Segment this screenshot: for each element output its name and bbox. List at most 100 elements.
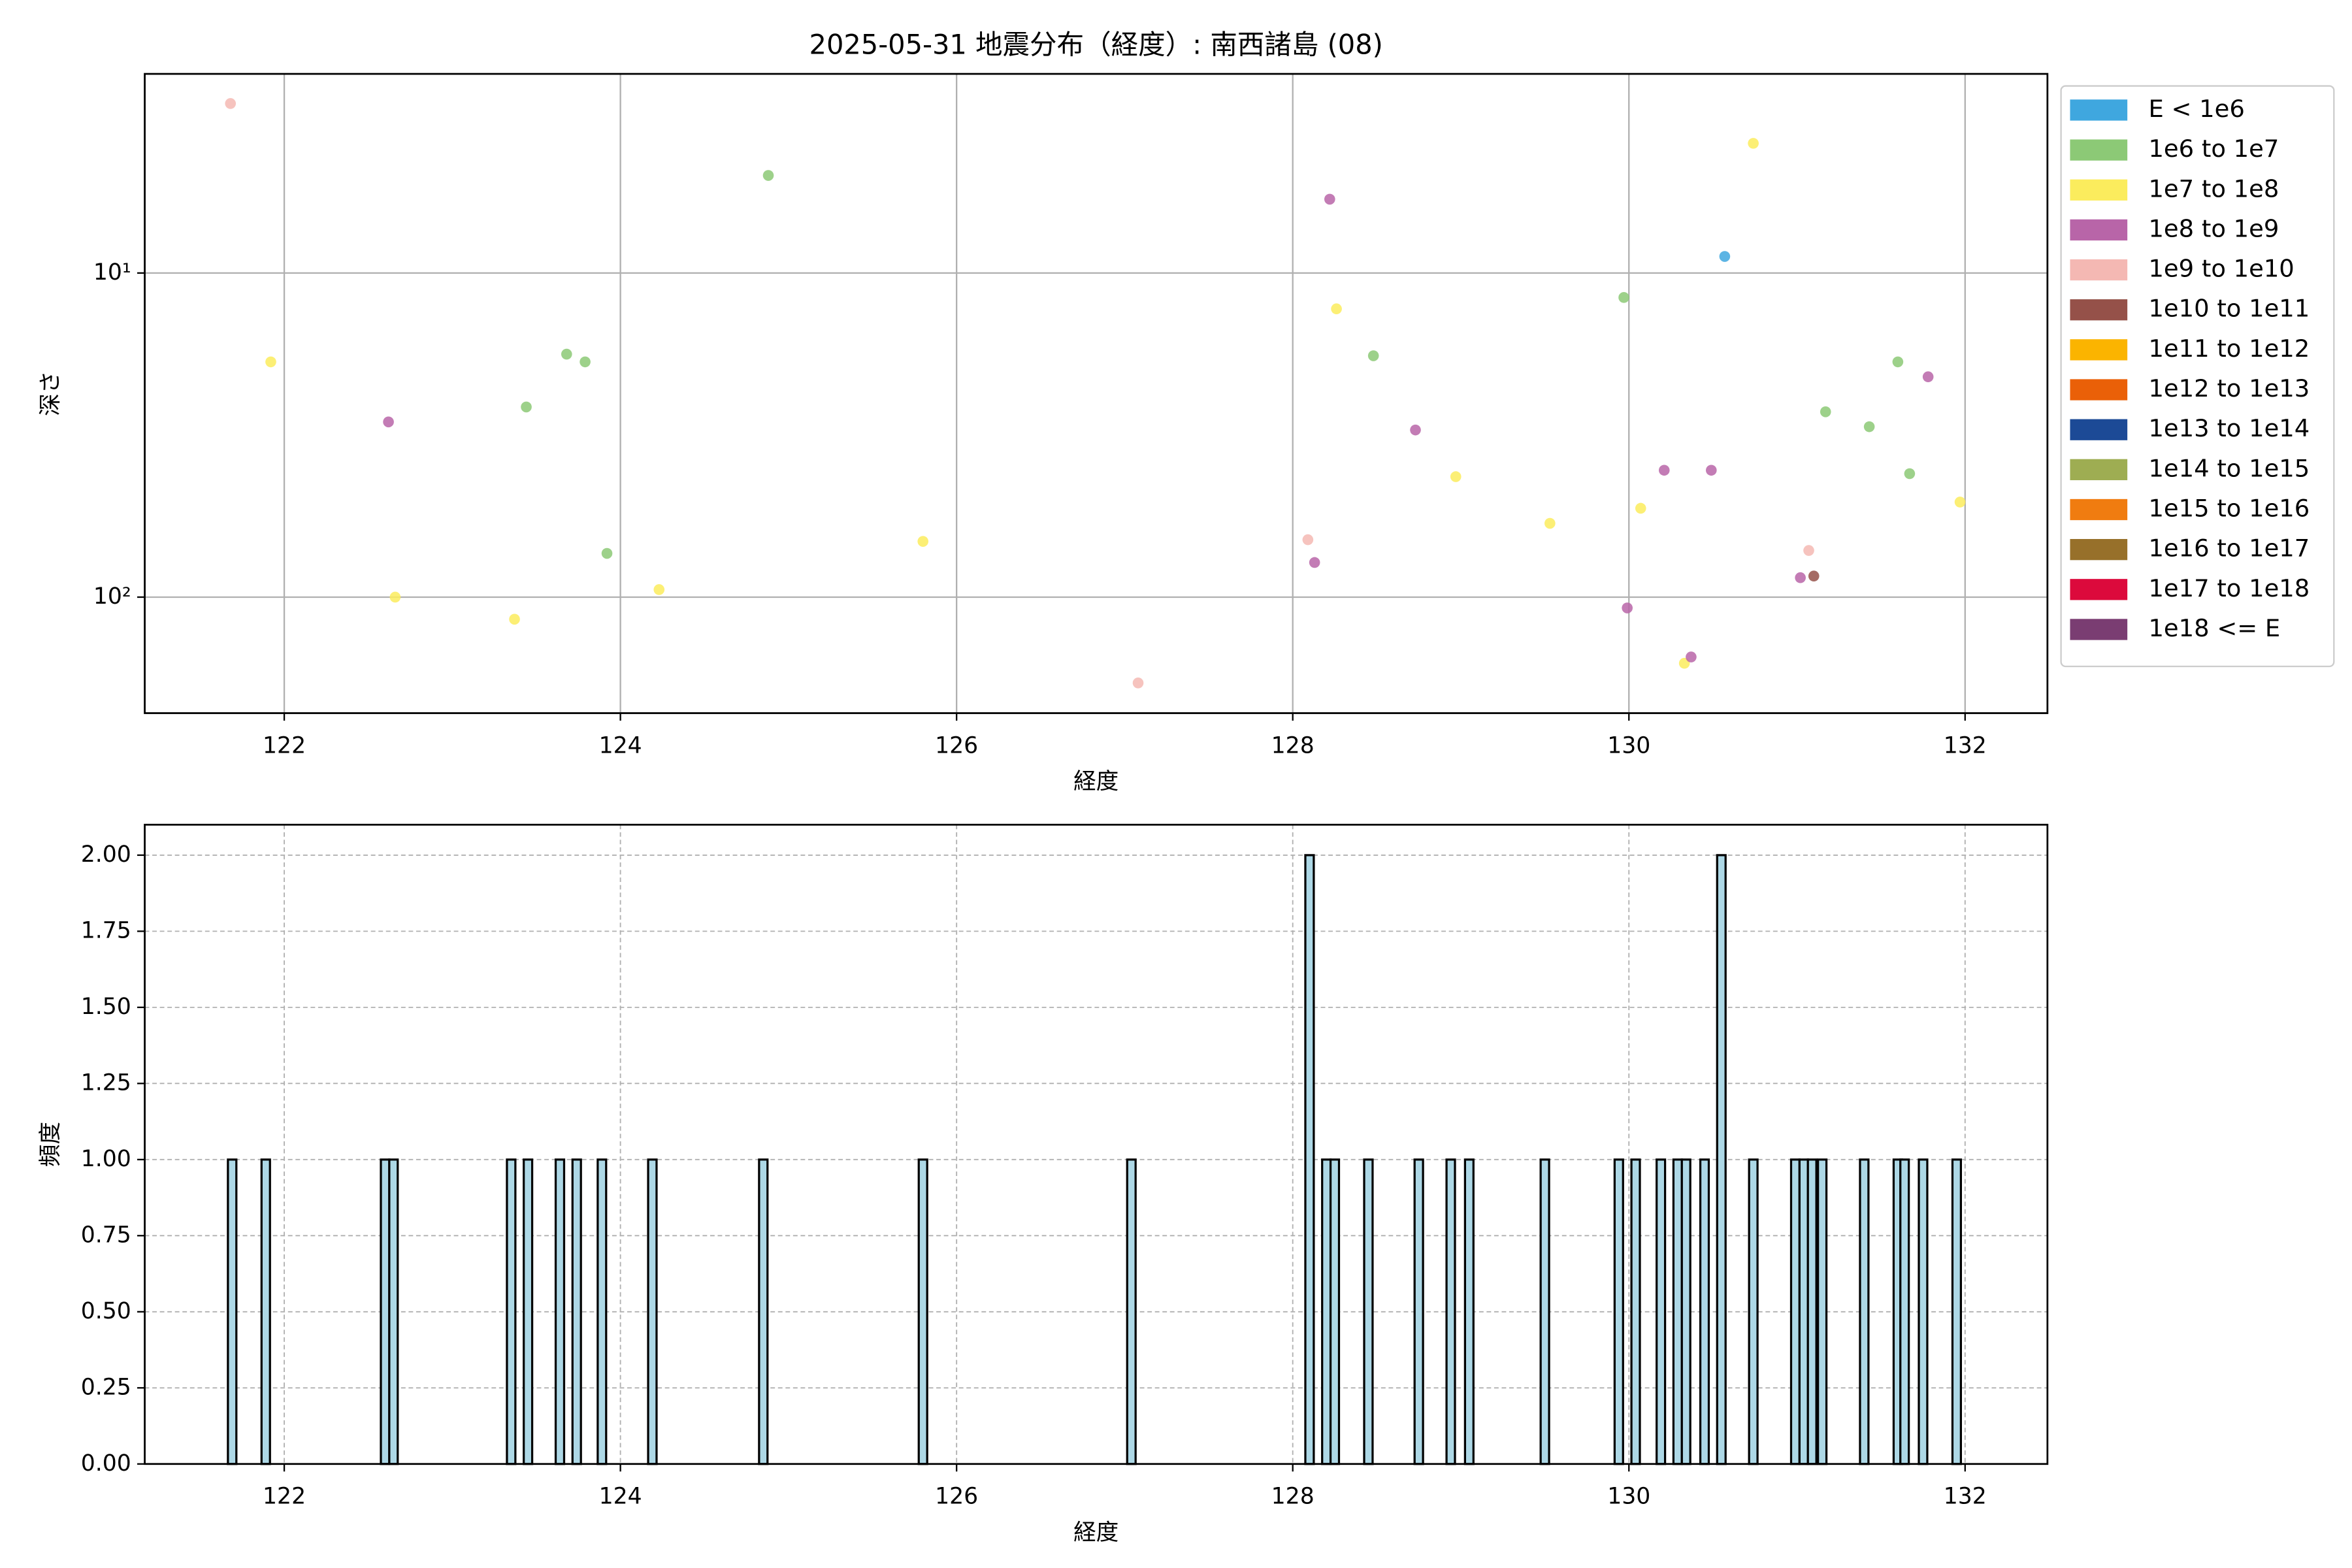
bar (596, 1158, 608, 1465)
x-tick-label: 124 (599, 1484, 642, 1510)
point (265, 356, 276, 368)
bar (1789, 1158, 1801, 1465)
point (1658, 465, 1670, 476)
bar (1630, 1158, 1641, 1465)
legend-swatch (2070, 99, 2128, 121)
point (601, 547, 613, 559)
point (917, 536, 929, 547)
point (1331, 303, 1342, 315)
y-tick-label: 1.00 (81, 1146, 131, 1172)
legend-label: 1e13 to 1e14 (2148, 414, 2310, 442)
legend-label: 1e17 to 1e18 (2148, 574, 2310, 602)
legend-label: 1e9 to 1e10 (2148, 255, 2294, 283)
bar (1672, 1158, 1683, 1465)
y-tick-label: 10² (93, 583, 131, 610)
y-tick-label: 0.25 (81, 1374, 131, 1400)
bar (1951, 1158, 1962, 1465)
point (225, 98, 237, 109)
bar (758, 1158, 769, 1465)
point (1705, 465, 1717, 476)
legend-swatch (2070, 259, 2128, 281)
bar (1613, 1158, 1624, 1465)
point (1954, 497, 1966, 508)
y-axis-label: 深さ (37, 371, 63, 416)
point (580, 356, 591, 368)
bar (1363, 1158, 1374, 1465)
point (1410, 424, 1421, 436)
bar (1680, 1158, 1691, 1465)
point (1367, 350, 1379, 361)
point (1618, 292, 1629, 303)
bar (380, 1158, 391, 1465)
point (1795, 572, 1806, 583)
legend-swatch (2070, 459, 2128, 480)
point (1132, 678, 1144, 689)
x-tick-label: 126 (935, 1484, 978, 1510)
x-tick-label: 124 (599, 732, 642, 759)
legend-label: 1e11 to 1e12 (2148, 335, 2310, 363)
bar (1699, 1158, 1710, 1465)
bar (1817, 1158, 1828, 1465)
legend-label: 1e10 to 1e11 (2148, 295, 2310, 323)
legend-label: 1e7 to 1e8 (2148, 174, 2279, 203)
x-tick-label: 132 (1944, 1484, 1987, 1510)
y-tick-label: 1.50 (81, 994, 131, 1020)
x-tick-label: 122 (263, 1484, 306, 1510)
bar (1899, 1158, 1910, 1465)
point (1324, 193, 1335, 205)
y-tick-label: 0.00 (81, 1450, 131, 1477)
legend-swatch (2070, 579, 2128, 600)
bar (1656, 1158, 1667, 1465)
bar (1329, 1158, 1341, 1465)
bar (1918, 1158, 1929, 1465)
x-tick-label: 128 (1271, 732, 1315, 759)
legend-box (2060, 85, 2335, 668)
legend-label: 1e8 to 1e9 (2148, 214, 2279, 242)
point (389, 591, 401, 603)
y-tick-label: 1.75 (81, 917, 131, 943)
y-axis-label: 頻度 (37, 1122, 63, 1167)
y-tick-label: 1.25 (81, 1070, 131, 1096)
x-axis-label: 経度 (1073, 769, 1119, 795)
legend-swatch (2070, 619, 2128, 640)
x-tick-label: 126 (935, 732, 978, 759)
bar (1304, 854, 1315, 1465)
point (383, 416, 394, 428)
y-tick-label: 2.00 (81, 841, 131, 868)
bar (1806, 1158, 1818, 1465)
x-tick-label: 132 (1944, 732, 1987, 759)
point (561, 348, 572, 360)
point (653, 584, 665, 595)
point (1686, 651, 1697, 662)
bar (1539, 1158, 1550, 1465)
bar (571, 1158, 582, 1465)
x-tick-label: 130 (1607, 1484, 1650, 1510)
bar (227, 1158, 238, 1465)
bar (1463, 1158, 1475, 1465)
bar (1798, 1158, 1809, 1465)
point (1803, 545, 1814, 556)
point (1622, 602, 1633, 613)
x-axis-label: 経度 (1073, 1520, 1119, 1546)
point (521, 401, 532, 413)
legend-swatch (2070, 219, 2128, 241)
chart-title: 2025-05-31 地震分布（経度）: 南西諸島 (08) (809, 29, 1383, 61)
legend-swatch (2070, 339, 2128, 361)
bar (647, 1158, 658, 1465)
point (1922, 371, 1934, 383)
point (1302, 534, 1314, 546)
legend-label: 1e14 to 1e15 (2148, 454, 2310, 482)
legend-swatch (2070, 419, 2128, 440)
point (1748, 138, 1759, 149)
point (1863, 421, 1875, 433)
point (1892, 356, 1904, 368)
y-tick-label: 0.50 (81, 1298, 131, 1324)
bar (388, 1158, 399, 1465)
legend-swatch (2070, 498, 2128, 521)
bar (1126, 1158, 1137, 1465)
legend-label: 1e16 to 1e17 (2148, 534, 2310, 563)
legend-label: E < 1e6 (2148, 95, 2244, 123)
bar (1748, 1158, 1759, 1465)
x-tick-label: 122 (263, 732, 306, 759)
